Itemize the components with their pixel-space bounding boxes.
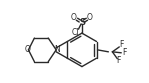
Text: F: F: [122, 48, 127, 57]
Text: N: N: [54, 45, 60, 54]
Text: F: F: [119, 40, 124, 49]
Text: Cl: Cl: [71, 28, 79, 37]
Text: O: O: [87, 13, 93, 22]
Text: O: O: [24, 45, 30, 54]
Text: F: F: [116, 56, 121, 65]
Text: O: O: [71, 13, 77, 22]
Text: S: S: [79, 18, 85, 27]
